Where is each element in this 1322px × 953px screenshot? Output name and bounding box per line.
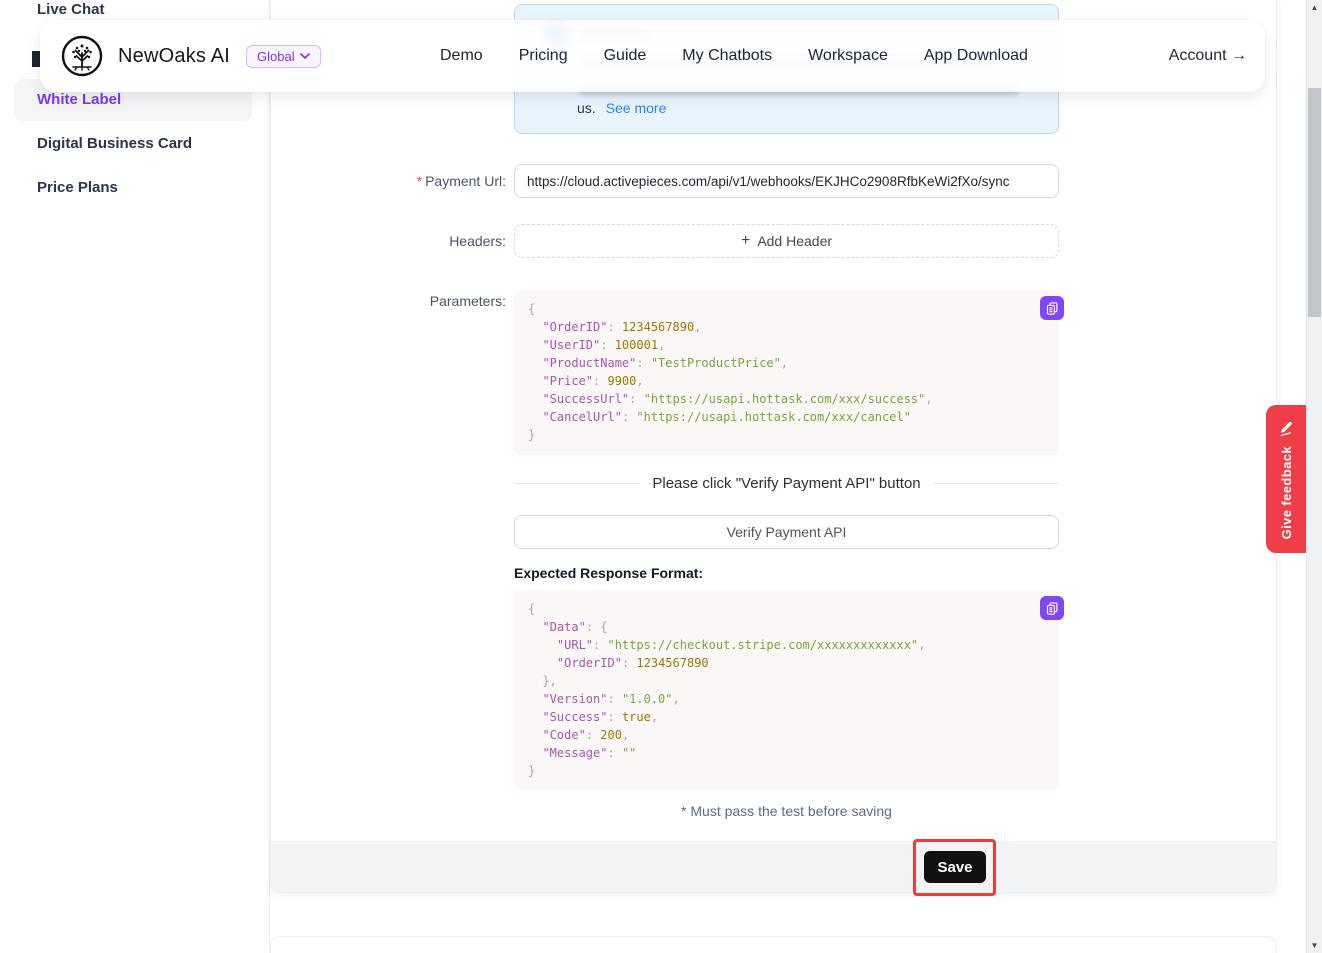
payment-settings-panel: us. See more *Payment Url: Headers: + Add… [270,0,1277,893]
scroll-down-icon[interactable]: ▼ [1310,941,1319,950]
copy-icon[interactable] [1040,596,1064,620]
region-dropdown[interactable]: Global [246,44,321,68]
nav-links: Demo Pricing Guide My Chatbots Workspace… [440,47,1028,65]
scrollbar-thumb[interactable] [1308,88,1321,317]
sidebar: Live Chat White Label Digital Business C… [0,0,270,953]
save-button[interactable]: Save [924,851,986,883]
nav-link-workspace[interactable]: Workspace [808,47,888,64]
sidebar-item-hidden-fragment[interactable] [32,51,40,67]
required-asterisk: * [416,173,423,189]
add-header-button[interactable]: + Add Header [514,224,1059,258]
newoaks-logo-icon [61,35,103,77]
footer-bar [271,841,1276,892]
copy-icon[interactable] [1040,296,1064,320]
nav-link-demo[interactable]: Demo [440,47,483,64]
give-feedback-tab[interactable]: Give feedback [1266,405,1306,553]
divider-line [514,483,641,484]
nav-link-app-download[interactable]: App Download [923,47,1028,64]
chevron-down-icon [299,53,310,59]
verify-payment-api-button[interactable]: Verify Payment API [514,515,1059,549]
divider-text: Please click "Verify Payment API" button [652,475,921,492]
nav-link-pricing[interactable]: Pricing [518,47,568,64]
brand-name: NewOaks AI [118,44,231,67]
see-more-link[interactable]: See more [605,100,667,116]
must-pass-note: * Must pass the test before saving [681,803,892,819]
account-link[interactable]: Account → [1168,47,1247,64]
response-code-block: { "Data": { "URL": "https://checkout.str… [514,590,1059,790]
divider-line [932,483,1059,484]
payment-url-label: * Payment Url: [416,173,506,189]
scrollbar-track[interactable]: ▲ ▼ [1306,0,1322,953]
give-feedback-label: Give feedback [1278,446,1294,540]
sidebar-item-live-chat[interactable]: Live Chat [37,1,105,18]
sidebar-item-digital-business-card[interactable]: Digital Business Card [37,135,193,152]
sidebar-item-price-plans[interactable]: Price Plans [37,179,118,196]
scroll-up-icon[interactable]: ▲ [1310,3,1319,12]
alert-tail-text: us. [577,100,596,116]
parameters-label: Parameters: [429,293,506,309]
sidebar-item-white-label[interactable]: White Label [37,91,122,108]
payment-url-input[interactable] [514,164,1059,198]
plus-icon: + [740,232,751,249]
headers-label: Headers: [449,233,506,249]
parameters-code-block: { "OrderID": 1234567890, "UserID": 10000… [514,290,1059,455]
nav-link-guide[interactable]: Guide [603,47,647,64]
divider: Please click "Verify Payment API" button [514,475,1059,492]
top-navbar: NewOaks AI Global Demo Pricing Guide My … [40,20,1265,92]
expected-response-label: Expected Response Format: [514,565,704,581]
pencil-icon [1280,421,1292,437]
nav-link-my-chatbots[interactable]: My Chatbots [682,47,773,64]
next-section-panel [270,936,1277,953]
save-highlight-annotation [913,839,996,896]
